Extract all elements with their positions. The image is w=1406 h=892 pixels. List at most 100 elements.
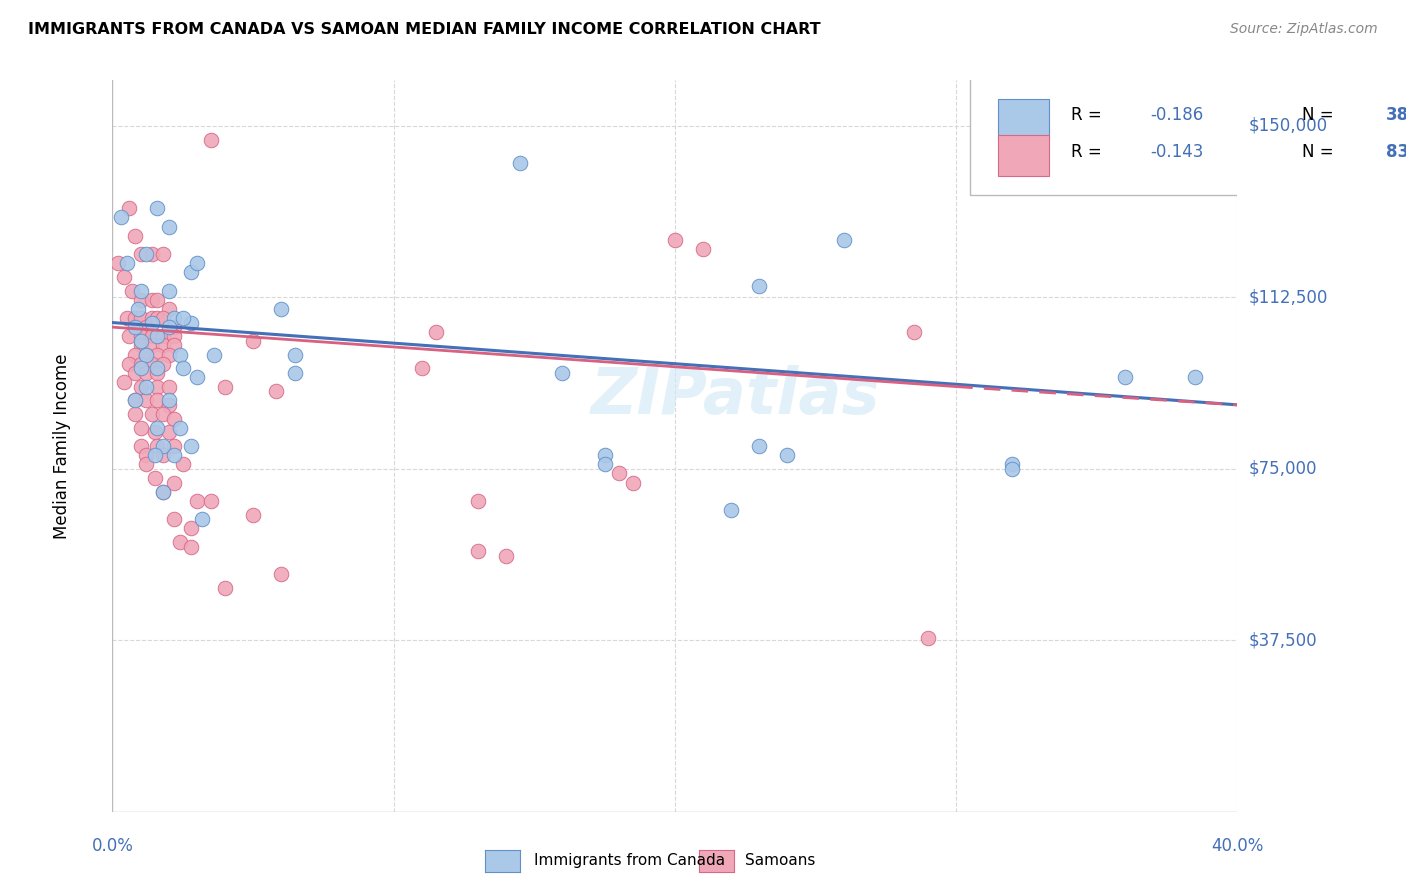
Point: [124, 320, 146, 334]
Point: [157, 425, 180, 440]
Point: [157, 379, 180, 393]
Point: [146, 439, 169, 453]
Point: [112, 375, 135, 389]
Point: [135, 393, 157, 408]
Point: [214, 379, 236, 393]
Point: [720, 503, 742, 517]
Point: [621, 475, 644, 490]
Point: [180, 521, 202, 535]
Point: [129, 439, 152, 453]
Point: [124, 311, 146, 326]
Point: [180, 439, 202, 453]
Point: [129, 247, 152, 261]
Point: [1114, 370, 1136, 384]
Text: -0.186: -0.186: [1150, 106, 1204, 124]
Text: 0.0%: 0.0%: [91, 837, 134, 855]
Point: [118, 202, 141, 216]
Point: [1001, 457, 1024, 471]
Point: [124, 407, 146, 421]
Text: ZIPatlas: ZIPatlas: [591, 365, 880, 426]
Text: IMMIGRANTS FROM CANADA VS SAMOAN MEDIAN FAMILY INCOME CORRELATION CHART: IMMIGRANTS FROM CANADA VS SAMOAN MEDIAN …: [28, 22, 821, 37]
Point: [124, 393, 146, 408]
Text: 38: 38: [1386, 106, 1406, 124]
Point: [200, 493, 222, 508]
Point: [467, 493, 489, 508]
Point: [202, 348, 225, 362]
Point: [141, 316, 163, 330]
FancyBboxPatch shape: [970, 76, 1406, 194]
Point: [152, 247, 174, 261]
FancyBboxPatch shape: [998, 136, 1049, 177]
Point: [135, 348, 157, 362]
Point: [163, 311, 186, 326]
Point: [146, 348, 169, 362]
Point: [157, 393, 180, 408]
Point: [1310, 402, 1333, 417]
Point: [146, 420, 169, 434]
Point: [152, 484, 174, 499]
Point: [242, 334, 264, 348]
Point: [135, 247, 157, 261]
Point: [112, 269, 135, 284]
Point: [186, 370, 208, 384]
Point: [152, 484, 174, 499]
Point: [129, 334, 152, 348]
Point: [143, 425, 166, 440]
Point: [186, 256, 208, 270]
Point: [593, 448, 616, 462]
Point: [141, 338, 163, 352]
Point: [242, 508, 264, 522]
Point: [141, 329, 163, 343]
Point: [129, 357, 152, 371]
Point: [200, 133, 222, 147]
Point: [152, 311, 174, 326]
Point: [264, 384, 287, 398]
Point: [163, 411, 186, 425]
Point: [141, 293, 163, 307]
Point: [135, 448, 157, 462]
Point: [135, 457, 157, 471]
Point: [121, 284, 143, 298]
Text: Median Family Income: Median Family Income: [53, 353, 70, 539]
Point: [124, 348, 146, 362]
Point: [157, 320, 180, 334]
Point: [776, 448, 799, 462]
Point: [135, 320, 157, 334]
Text: Samoans: Samoans: [745, 854, 815, 868]
Text: $37,500: $37,500: [1249, 632, 1317, 649]
Point: [664, 233, 686, 247]
Point: [129, 293, 152, 307]
Point: [748, 439, 770, 453]
Point: [118, 357, 141, 371]
Point: [152, 439, 174, 453]
Point: [157, 301, 180, 316]
Point: [115, 311, 138, 326]
Point: [124, 393, 146, 408]
Point: [276, 19, 298, 33]
Point: [509, 155, 531, 169]
Point: [169, 420, 191, 434]
Point: [692, 243, 714, 257]
Point: [146, 329, 169, 343]
Point: [157, 348, 180, 362]
Point: [135, 379, 157, 393]
Point: [425, 325, 447, 339]
Point: [146, 293, 169, 307]
Point: [124, 366, 146, 380]
Point: [172, 361, 194, 376]
Point: [180, 540, 202, 554]
Point: [186, 493, 208, 508]
Point: [284, 366, 307, 380]
Point: [152, 407, 174, 421]
Point: [607, 467, 630, 481]
Point: [172, 457, 194, 471]
FancyBboxPatch shape: [998, 99, 1049, 140]
Point: [135, 348, 157, 362]
Text: $150,000: $150,000: [1249, 117, 1327, 135]
Point: [146, 366, 169, 380]
Point: [917, 631, 939, 645]
Text: Immigrants from Canada: Immigrants from Canada: [534, 854, 725, 868]
Point: [157, 219, 180, 234]
Point: [124, 228, 146, 243]
Point: [593, 457, 616, 471]
